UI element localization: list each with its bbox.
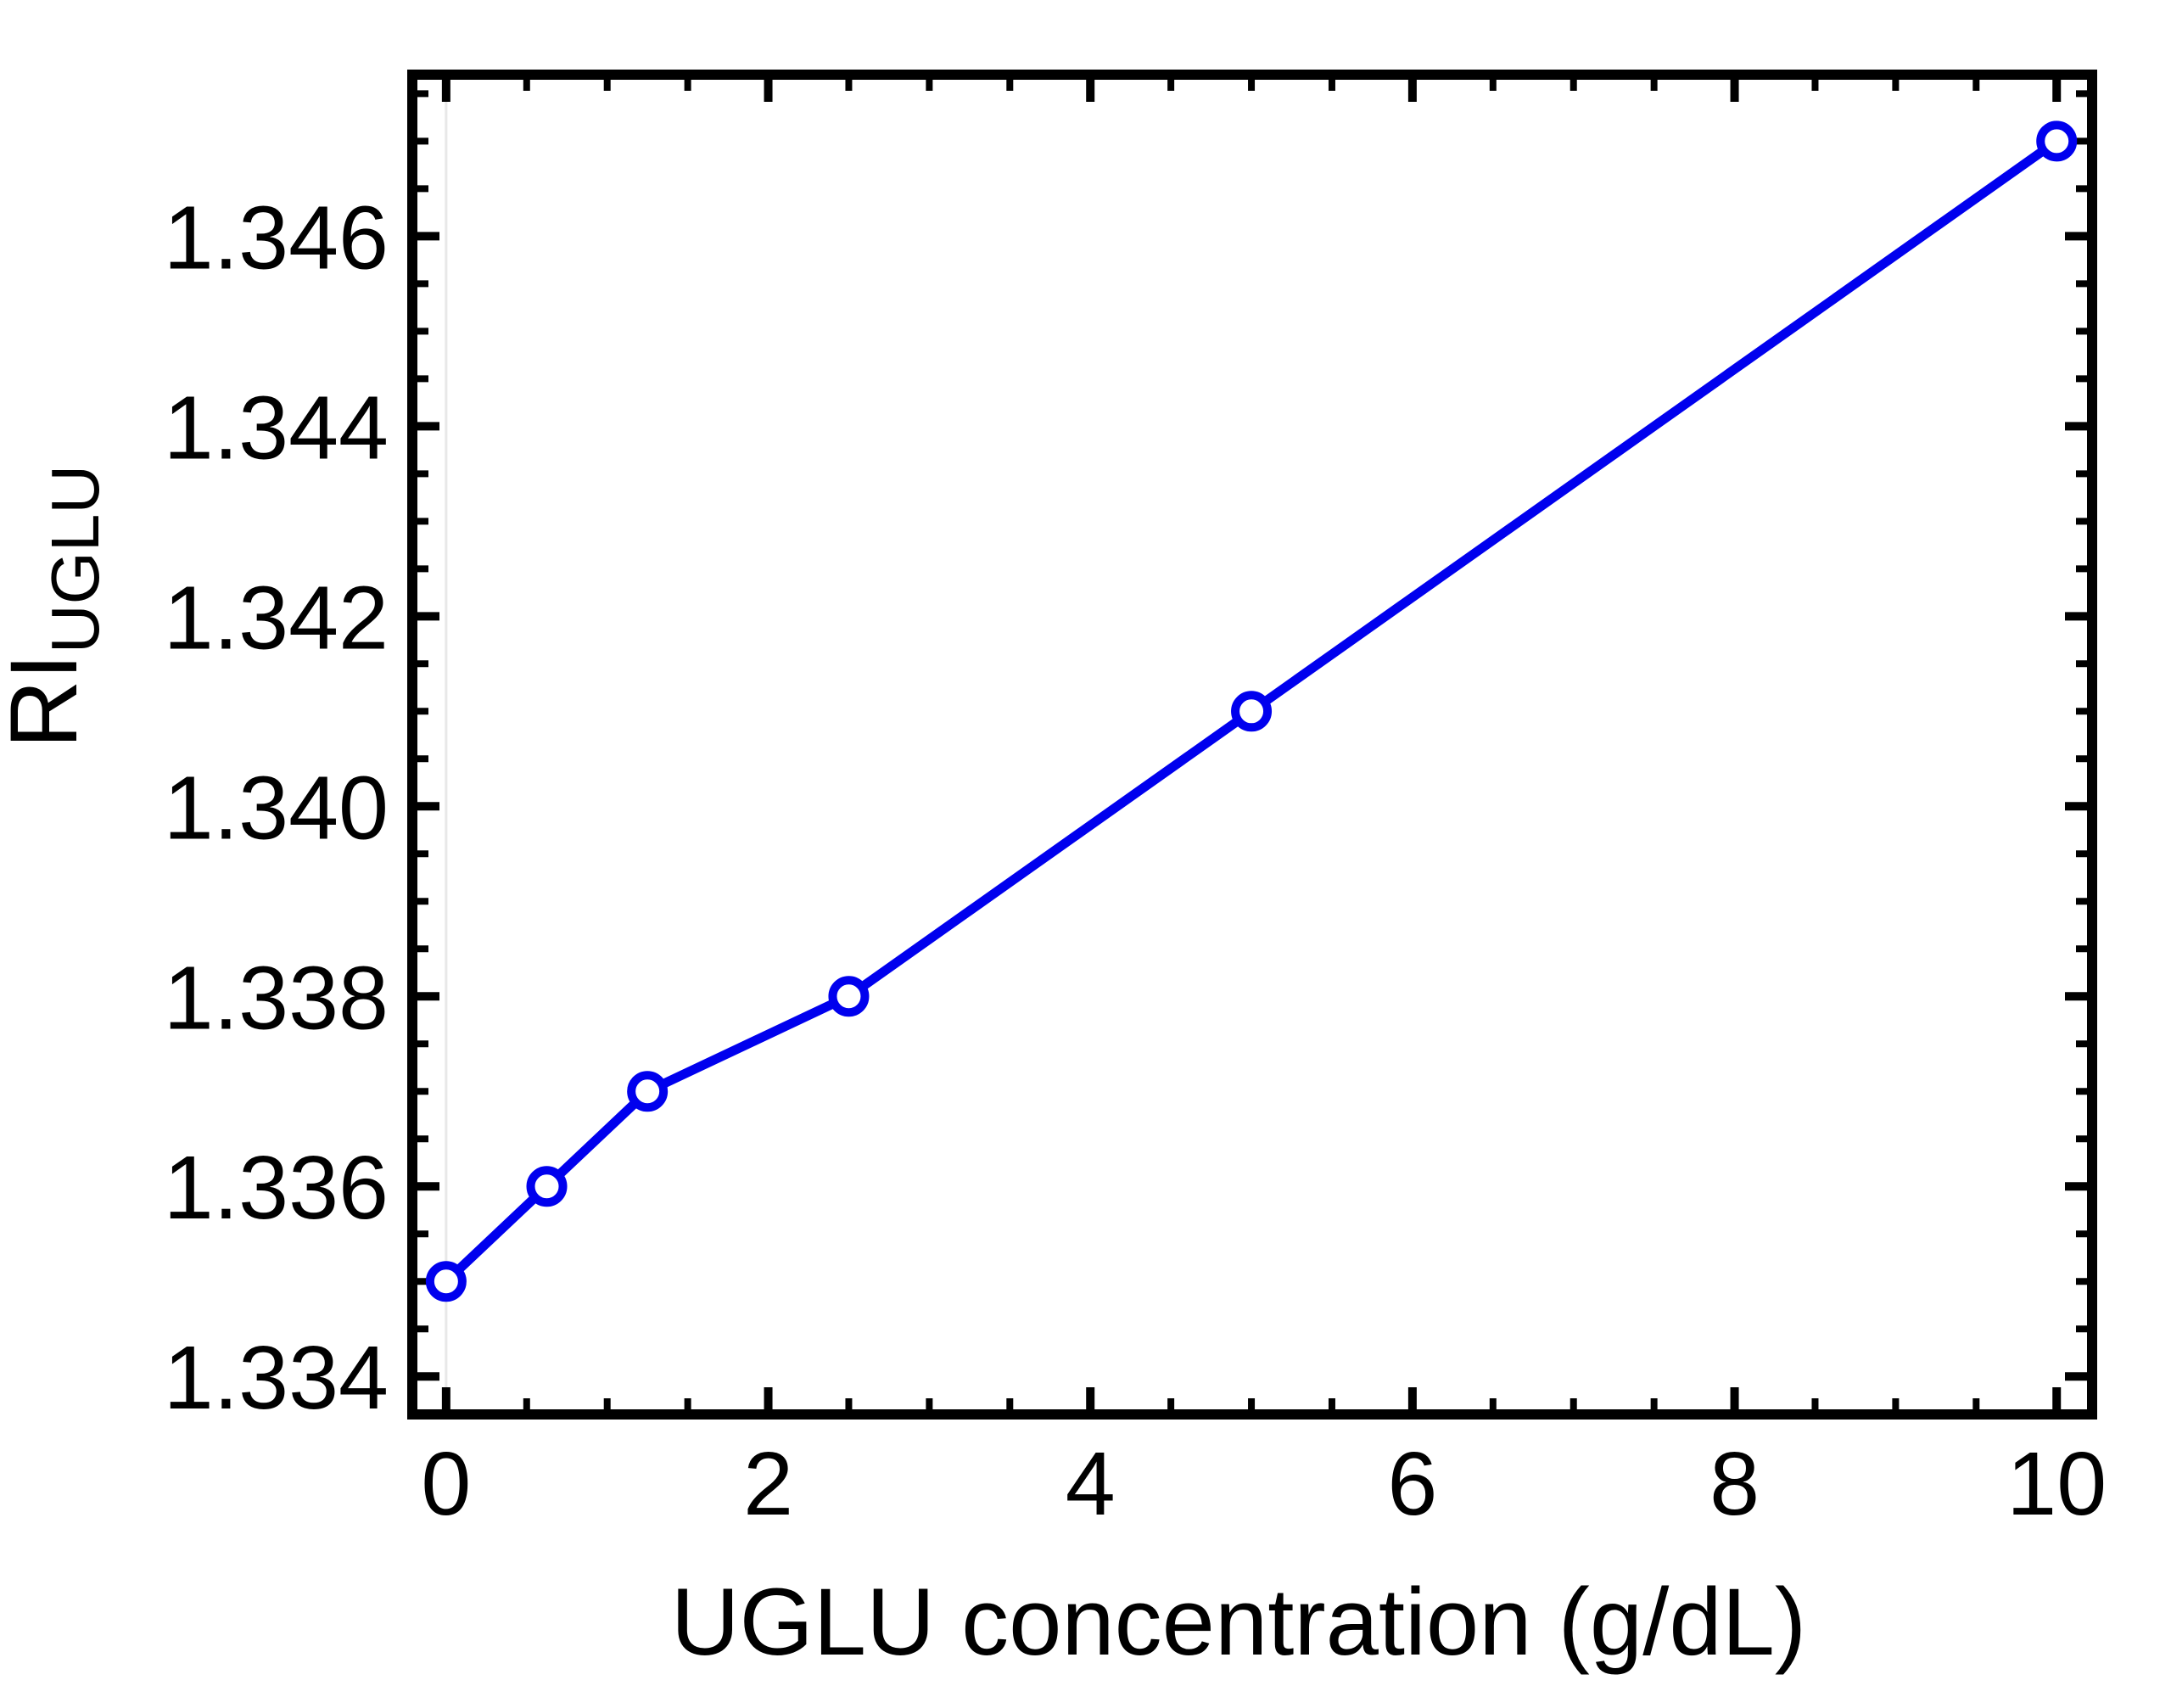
y-tick-label: 1.342	[164, 568, 389, 668]
data-line	[441, 136, 2062, 1286]
y-tick-label: 1.340	[164, 758, 389, 858]
data-point-marker	[1231, 691, 1273, 732]
y-axis-title-subscript: UGLU	[37, 465, 113, 653]
tick-label-layer: 0 2 4 6 8 10 1.334 1.336 1.338 1.340 1.342 1.344 1.3…	[164, 188, 2107, 1534]
data-series-layer	[425, 120, 2078, 1302]
data-point-marker	[425, 1261, 467, 1302]
data-point-marker	[526, 1166, 568, 1207]
data-point-marker	[2036, 120, 2078, 162]
y-axis-title: RIUGLU	[0, 465, 113, 748]
x-tick-label: 2	[743, 1434, 793, 1534]
x-tick-label: 0	[421, 1434, 471, 1534]
x-tick-label: 8	[1709, 1434, 1760, 1534]
axes-layer	[407, 70, 2097, 1420]
x-tick-label: 4	[1066, 1434, 1116, 1534]
y-tick-label: 1.346	[164, 188, 389, 288]
y-tick-label: 1.334	[164, 1328, 389, 1428]
x-tick-label: 10	[2006, 1434, 2107, 1534]
y-tick-label: 1.336	[164, 1138, 389, 1238]
y-tick-label: 1.338	[164, 948, 389, 1048]
x-tick-label: 6	[1387, 1434, 1437, 1534]
y-tick-label: 1.344	[164, 378, 389, 478]
data-point-marker	[828, 976, 870, 1017]
data-point-marker	[627, 1071, 669, 1112]
y-axis-title-base: RI	[0, 653, 97, 748]
x-axis-title: UGLU concentration (g/dL)	[671, 1569, 1806, 1675]
plot-frame	[407, 70, 2097, 1420]
